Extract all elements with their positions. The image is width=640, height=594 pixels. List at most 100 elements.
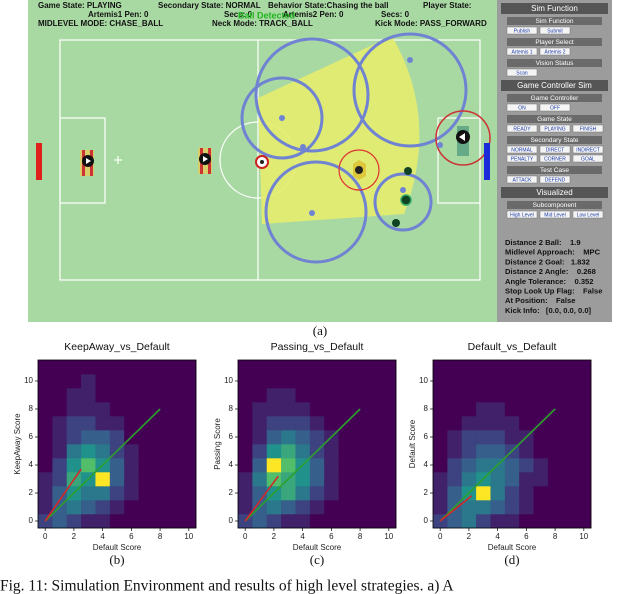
heatmap-cell — [124, 416, 139, 431]
heatmap-cell — [352, 486, 368, 501]
heatmap-cell — [295, 500, 311, 515]
heatmap-cell — [181, 374, 197, 389]
heatmap-cell — [66, 458, 82, 473]
x-tick-label: 4 — [300, 532, 305, 541]
panel-button-text[interactable]: READY — [513, 126, 531, 132]
panel-button-text[interactable]: FINISH — [580, 126, 597, 132]
heatmap-cell — [52, 458, 68, 473]
heatmap-cell — [52, 472, 68, 487]
heatmap-cell — [124, 444, 139, 459]
heatmap-cell — [381, 486, 397, 501]
panel-button-text[interactable]: Low Level — [577, 212, 600, 218]
panel-button-text[interactable]: PLAYING — [544, 126, 565, 132]
panel-button-text[interactable]: OFF — [550, 105, 560, 111]
heatmap-cell — [461, 500, 477, 515]
heatmap-cell — [81, 416, 96, 431]
heatmap-cell — [381, 500, 397, 515]
heatmap-cell — [562, 500, 577, 515]
panel-button-text[interactable]: ATTACK — [513, 177, 533, 183]
panel-button-text[interactable]: DIRECT — [546, 147, 565, 153]
heatmap-cell — [238, 472, 253, 487]
panel-button-text[interactable]: Scan — [516, 70, 528, 76]
panel-button[interactable] — [506, 68, 538, 77]
heatmap-cell — [519, 444, 534, 459]
panel-button[interactable] — [506, 154, 538, 163]
panel-button[interactable] — [539, 145, 571, 154]
heatmap-cell — [461, 416, 477, 431]
panel-button-text[interactable]: High Level — [510, 212, 534, 218]
panel-button-text[interactable]: ON — [518, 105, 526, 111]
panel-button[interactable] — [572, 124, 604, 133]
panel-button[interactable] — [506, 210, 538, 219]
heatmap-cell — [367, 486, 382, 501]
heatmap-cell — [167, 514, 182, 529]
panel-button-text[interactable]: Mid Level — [544, 212, 565, 218]
panel-button[interactable] — [539, 103, 571, 112]
panel-button-text[interactable]: NORMAL — [511, 147, 533, 153]
panel-button[interactable] — [572, 154, 604, 163]
heatmap-cell — [547, 360, 563, 375]
panel-button[interactable] — [572, 145, 604, 154]
heatmap-cell — [38, 500, 53, 515]
panel-button-text[interactable]: PENALTY — [511, 156, 534, 162]
panel-button[interactable] — [506, 26, 538, 35]
panel-button[interactable] — [539, 124, 571, 133]
heatmap-cell — [519, 388, 534, 403]
heatmap-cell — [81, 444, 96, 459]
heatmap-cell — [519, 486, 534, 501]
panel-button[interactable] — [539, 26, 571, 35]
stat-line: Distance 2 Ball: 1.9 — [505, 238, 581, 247]
heatmap-cell — [167, 472, 182, 487]
heatmap-cell — [519, 360, 534, 375]
x-tick-label: 10 — [384, 532, 393, 541]
y-tick-label: 2 — [229, 488, 234, 497]
x-tick-label: 10 — [579, 532, 588, 541]
panel-button[interactable] — [506, 175, 538, 184]
y-tick-label: 0 — [229, 516, 234, 525]
panel-button[interactable] — [539, 210, 571, 219]
panel-button[interactable] — [539, 154, 571, 163]
heatmap-cell — [281, 402, 296, 417]
panel-button[interactable] — [572, 210, 604, 219]
heatmap-cell — [266, 402, 282, 417]
subfigure-label: (a) — [313, 323, 327, 338]
heatmap-cell — [562, 430, 577, 445]
heatmap-cell — [252, 458, 268, 473]
heatmap-cell — [562, 388, 577, 403]
panel-button-text[interactable]: CORNER — [544, 156, 566, 162]
panel-button[interactable] — [539, 175, 571, 184]
panel-button-text[interactable]: GOAL — [581, 156, 595, 162]
heatmap-cell — [533, 486, 549, 501]
heatmap-cell — [281, 374, 296, 389]
heatmap-cell — [367, 360, 382, 375]
panel-button[interactable] — [506, 47, 538, 56]
heatmap-cell — [109, 360, 125, 375]
heatmap-cell — [152, 360, 168, 375]
panel-button-text[interactable]: Artemis 2 — [544, 49, 565, 55]
panel-button[interactable] — [506, 103, 538, 112]
heatmap-cell — [562, 458, 577, 473]
heatmap-cell — [124, 514, 139, 529]
panel-button-text[interactable]: INDIRECT — [576, 147, 600, 153]
panel-button-text[interactable]: Submit — [547, 28, 563, 34]
status-text: Kick Mode: PASS_FORWARD — [375, 19, 487, 28]
status-text: Game State: PLAYING — [38, 1, 122, 10]
panel-button[interactable] — [506, 145, 538, 154]
heatmap-cell — [52, 360, 68, 375]
panel-button-text[interactable]: Artemis 1 — [511, 49, 532, 55]
heatmap-cell — [309, 374, 325, 389]
heatmap-cell — [295, 388, 311, 403]
panel-button[interactable] — [506, 124, 538, 133]
heatmap-cell — [576, 458, 592, 473]
heatmap-cell — [95, 402, 111, 417]
heatmap-cell — [476, 500, 491, 515]
y-tick-label: 8 — [29, 404, 34, 413]
trend-line — [244, 408, 361, 522]
heatmap-cell — [367, 500, 382, 515]
heatmap-cell — [266, 416, 282, 431]
panel-label-text: Player Select — [535, 39, 573, 46]
panel-button[interactable] — [539, 47, 571, 56]
heatmap-cell — [519, 416, 534, 431]
panel-button-text[interactable]: Publish — [514, 28, 531, 34]
panel-button-text[interactable]: DEFEND — [545, 177, 566, 183]
